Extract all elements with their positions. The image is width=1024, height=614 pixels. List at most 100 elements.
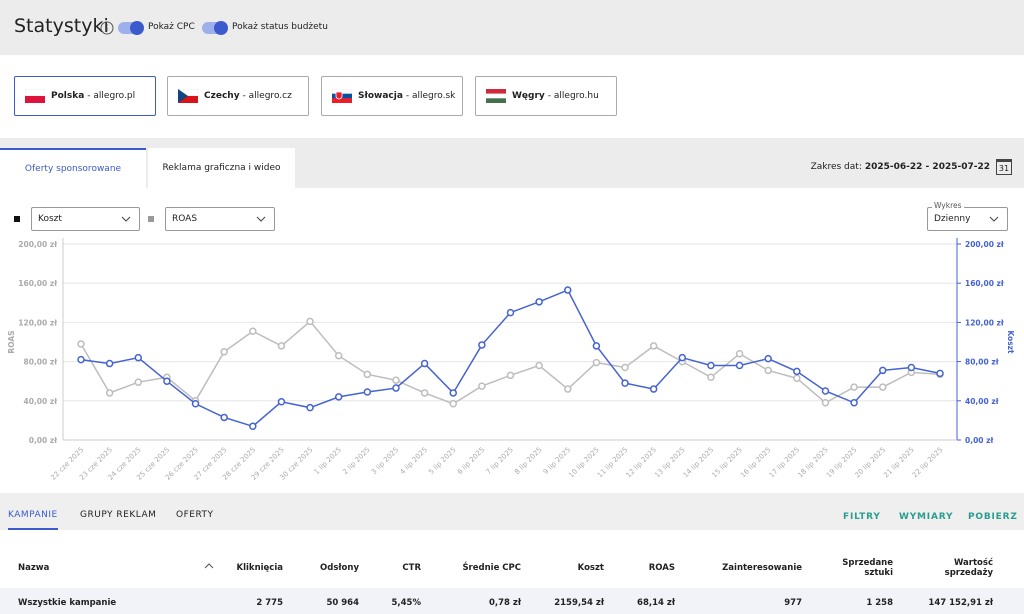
data-point[interactable] xyxy=(134,353,143,362)
data-point[interactable] xyxy=(764,366,772,375)
data-point[interactable] xyxy=(449,389,457,397)
data-point[interactable] xyxy=(77,355,85,364)
calendar-icon[interactable]: 31 xyxy=(996,159,1012,175)
table-action[interactable]: FILTRY xyxy=(843,512,881,522)
data-point[interactable] xyxy=(363,388,372,396)
table-cell: 68,14 zł xyxy=(637,598,675,608)
flag xyxy=(486,89,506,103)
data-point[interactable] xyxy=(821,399,830,407)
data-point[interactable] xyxy=(277,342,286,350)
column-header: Wartość sprzedaży xyxy=(944,558,993,578)
column-header[interactable]: Nazwa xyxy=(18,563,50,573)
data-point[interactable] xyxy=(220,348,228,356)
data-point[interactable] xyxy=(793,367,801,376)
market-domain: - allegro.sk xyxy=(405,91,456,101)
table-cell: 0,78 zł xyxy=(488,598,521,608)
market-card[interactable]: Polska - allegro.pl xyxy=(14,76,156,116)
column-header: Średnie CPC xyxy=(462,563,521,573)
market-card[interactable]: Węgry - allegro.hu xyxy=(475,76,617,116)
data-point[interactable] xyxy=(878,383,887,391)
data-point[interactable] xyxy=(535,361,543,370)
data-point[interactable] xyxy=(506,308,515,317)
market-card[interactable]: Czechy - allegro.cz xyxy=(167,76,309,116)
table-tab[interactable]: GRUPY REKLAM xyxy=(80,510,157,520)
data-point[interactable] xyxy=(793,374,801,383)
column-header: CTR xyxy=(402,563,421,573)
data-point[interactable] xyxy=(678,353,687,362)
metric-select[interactable]: ROAS xyxy=(165,207,275,231)
data-point[interactable] xyxy=(649,342,658,350)
data-point[interactable] xyxy=(191,399,200,408)
data-point[interactable] xyxy=(936,369,944,378)
data-point[interactable] xyxy=(420,359,429,368)
y-axis-label: ROAS xyxy=(7,330,16,353)
data-point[interactable] xyxy=(592,358,601,367)
x-tick-label: 9 lip 2025 xyxy=(542,446,572,476)
data-point[interactable] xyxy=(392,376,400,384)
table-action[interactable]: POBIERZ xyxy=(968,512,1018,522)
column-header: ROAS xyxy=(648,563,675,573)
x-tick-label: 4 lip 2025 xyxy=(399,446,429,476)
market-country: Węgry xyxy=(512,91,545,101)
date-range[interactable]: Zakres dat: 2025-06-22 - 2025-07-22 xyxy=(811,162,990,172)
market-card[interactable]: Słowacja - allegro.sk xyxy=(321,76,463,116)
data-point[interactable] xyxy=(735,350,744,358)
x-tick-label: 5 lip 2025 xyxy=(427,446,457,476)
data-point[interactable] xyxy=(506,371,515,380)
data-point[interactable] xyxy=(134,378,143,386)
data-point[interactable] xyxy=(163,377,171,385)
data-point[interactable] xyxy=(334,351,343,360)
data-point[interactable] xyxy=(564,286,572,294)
date-value: 2025-06-22 - 2025-07-22 xyxy=(864,162,990,172)
date-label: Zakres dat: xyxy=(810,162,862,172)
flag xyxy=(25,89,45,103)
tab[interactable]: Reklama graficzna i wideo xyxy=(148,148,295,188)
data-point[interactable] xyxy=(821,387,830,395)
toggle[interactable] xyxy=(118,21,144,35)
data-point[interactable] xyxy=(707,361,715,370)
metric-select[interactable]: Koszt xyxy=(31,207,140,231)
data-point[interactable] xyxy=(564,385,572,393)
data-point[interactable] xyxy=(392,384,400,392)
data-point[interactable] xyxy=(621,379,629,387)
data-point[interactable] xyxy=(220,413,228,422)
column-header: Sprzedane sztuki xyxy=(842,558,893,578)
data-point[interactable] xyxy=(878,366,887,375)
sort-icon[interactable] xyxy=(204,562,214,570)
table-cell: 977 xyxy=(784,598,802,608)
data-point[interactable] xyxy=(449,399,457,408)
data-point[interactable] xyxy=(420,389,429,397)
data-point[interactable] xyxy=(105,389,114,397)
data-point[interactable] xyxy=(850,399,858,407)
data-point[interactable] xyxy=(621,363,629,372)
table-toolbar xyxy=(0,493,1024,530)
data-point[interactable] xyxy=(592,342,601,350)
data-point[interactable] xyxy=(77,340,85,348)
table-row-bg xyxy=(0,588,1024,614)
data-point[interactable] xyxy=(306,403,314,412)
data-point[interactable] xyxy=(535,298,543,306)
data-point[interactable] xyxy=(707,373,715,382)
data-point[interactable] xyxy=(249,422,257,431)
data-point[interactable] xyxy=(649,385,658,393)
select-value: ROAS xyxy=(172,214,198,224)
data-point[interactable] xyxy=(764,354,772,363)
data-point[interactable] xyxy=(478,382,486,390)
data-point[interactable] xyxy=(907,363,916,372)
table-tab[interactable]: OFERTY xyxy=(176,510,214,520)
table-tab-active[interactable]: KAMPANIE xyxy=(8,510,58,530)
table-action[interactable]: WYMIARY xyxy=(899,512,954,522)
data-point[interactable] xyxy=(249,327,257,335)
data-point[interactable] xyxy=(478,341,486,349)
data-point[interactable] xyxy=(105,359,114,368)
data-point[interactable] xyxy=(363,370,372,379)
data-point[interactable] xyxy=(277,398,286,406)
data-point[interactable] xyxy=(735,361,744,370)
data-point[interactable] xyxy=(850,383,858,391)
data-point[interactable] xyxy=(334,393,343,401)
data-point[interactable] xyxy=(306,317,314,326)
info-icon[interactable] xyxy=(100,21,114,35)
chart-type-select[interactable]: Dzienny xyxy=(927,207,1008,231)
tab-active[interactable]: Oferty sponsorowane xyxy=(0,148,146,188)
toggle[interactable] xyxy=(202,21,228,35)
